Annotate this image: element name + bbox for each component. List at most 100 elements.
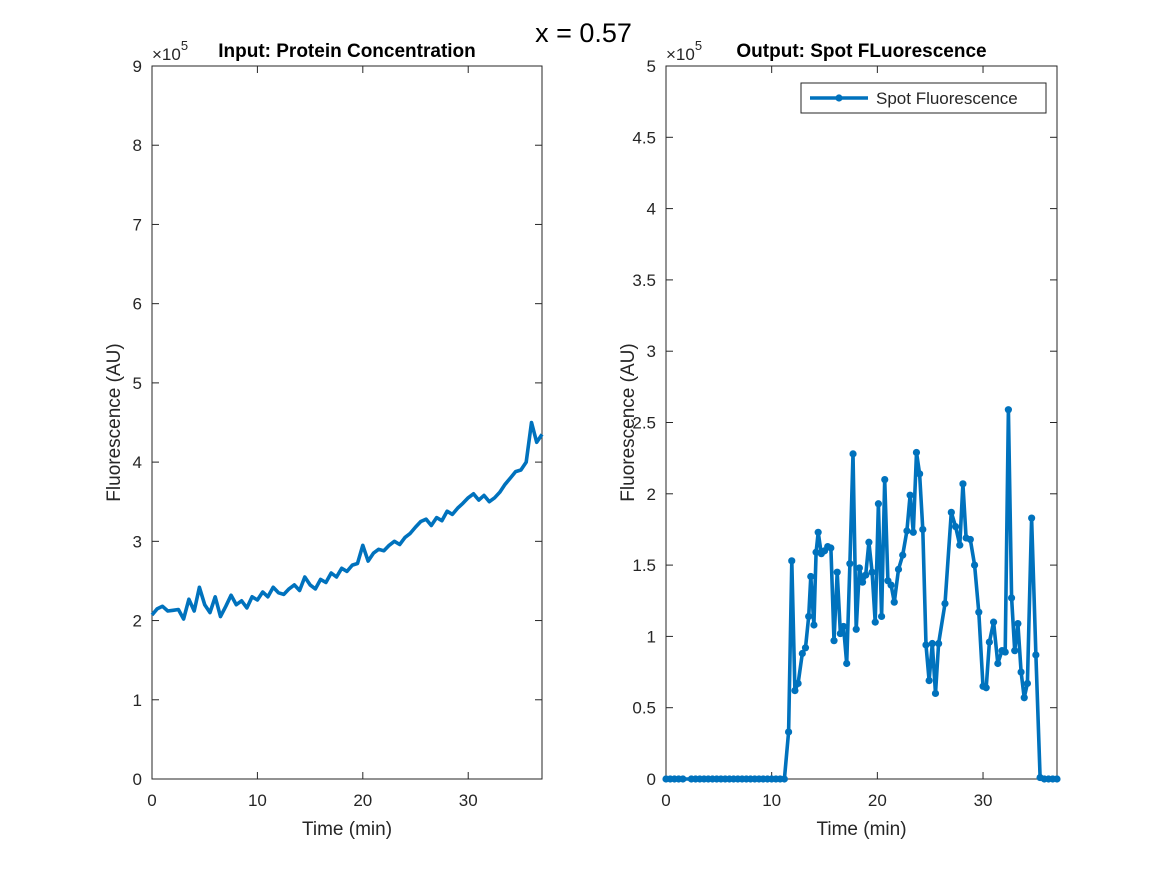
y-tick-label: 3 [133,532,142,551]
figure-title: x = 0.57 [535,18,632,48]
data-point [877,612,886,621]
y-tick-label: 5 [647,57,656,76]
data-point [780,775,788,783]
data-point [1014,619,1022,628]
axes-box [665,65,1058,780]
data-point [982,684,990,692]
data-point [679,775,687,783]
x-tick-label: 30 [459,791,478,810]
data-point [801,644,810,652]
data-point [862,571,870,579]
y-tick-label: 3.5 [632,271,656,290]
x-tick-label: 0 [147,791,156,810]
data-point [941,600,949,608]
series-line [150,420,544,621]
data-point [881,475,889,484]
data-point [912,448,921,457]
data-point [899,551,907,559]
x-tick-label: 0 [661,791,670,810]
y-tick-label: 6 [133,295,142,314]
y-tick-label: 0 [133,770,142,789]
data-point [827,544,835,552]
y-tick-label: 4 [647,200,656,219]
data-point [975,608,983,616]
data-point [794,679,802,688]
y-tick-label: 2.5 [632,414,656,433]
data-point [1004,406,1012,414]
x-tick-label: 10 [248,791,267,810]
y-tick-label: 0 [647,770,656,789]
left-axes-input-protein-concentration: 0 10 20 30 0 1 2 3 4 5 6 7 8 9 Time (min) Fluorescence … [104,38,544,840]
data-point [970,561,979,569]
data-point [833,568,841,576]
data-point [919,525,927,534]
data-point [843,659,851,668]
x-axis-label: Time (min) [302,819,392,840]
data-point [903,527,911,535]
data-point [852,625,860,633]
data-point [894,565,903,573]
data-point [788,557,796,565]
legend-marker [835,94,843,102]
y-tick-label: 5 [133,374,142,393]
x-axis-label: Time (min) [816,819,906,840]
y-tick-label: 9 [133,57,142,76]
data-point [1007,594,1016,602]
data-point [846,560,854,568]
y-tick-label: 1.5 [632,556,656,575]
legend: Spot Fluorescence [800,82,1047,114]
data-point [909,528,917,536]
data-point [887,581,895,589]
y-tick-label: 2 [133,612,142,631]
data-point [1011,647,1019,655]
data-point [858,578,867,586]
data-point [798,649,806,658]
data-point [931,689,940,698]
axes-box [151,65,543,780]
data-point [874,500,883,508]
data-point [1001,648,1009,656]
data-point [1020,694,1028,702]
data-point [839,622,848,631]
axes-title: Input: Protein Concentration [218,41,476,62]
data-point [916,470,924,478]
data-point [807,572,815,581]
data-point [994,659,1002,668]
data-point [922,641,930,649]
x-tick-label: 20 [353,791,372,810]
y-tick-label: 4.5 [632,128,656,147]
data-point [865,538,873,546]
data-point [985,638,993,646]
y-tick-label: 3 [647,342,656,361]
y-tick-label: 4 [133,453,142,472]
data-point [906,491,914,499]
right-axes-output-spot-fluorescence: 0 10 20 30 0 0.5 1 1.5 2 2.5 3 3.5 4 4.5 5 Time (min) Fl… [618,38,1061,840]
y-tick-label: 0.5 [632,699,656,718]
x-tick-label: 20 [868,791,887,810]
data-point [951,522,960,531]
data-point [890,598,898,606]
data-point [1053,775,1061,783]
data-point [956,541,964,549]
data-point [966,535,974,544]
data-point [784,728,793,736]
data-point [959,480,967,488]
y-axis-label: Fluorescence (AU) [104,343,125,501]
data-point [989,618,998,626]
data-point [1028,514,1036,522]
data-point [830,637,838,645]
data-point [935,639,943,648]
y-axis-label: Fluorescence (AU) [618,343,639,501]
data-point [836,629,844,638]
x-tick-label: 10 [762,791,781,810]
data-point [849,450,857,458]
y-tick-label: 1 [647,627,656,646]
data-point [868,568,876,576]
data-point [791,686,799,695]
y-tick-label: 8 [133,136,142,155]
y-exponent-label: ×105 [152,38,188,64]
data-point [1032,651,1040,659]
x-tick-label: 30 [974,791,993,810]
y-tick-label: 7 [133,215,142,234]
